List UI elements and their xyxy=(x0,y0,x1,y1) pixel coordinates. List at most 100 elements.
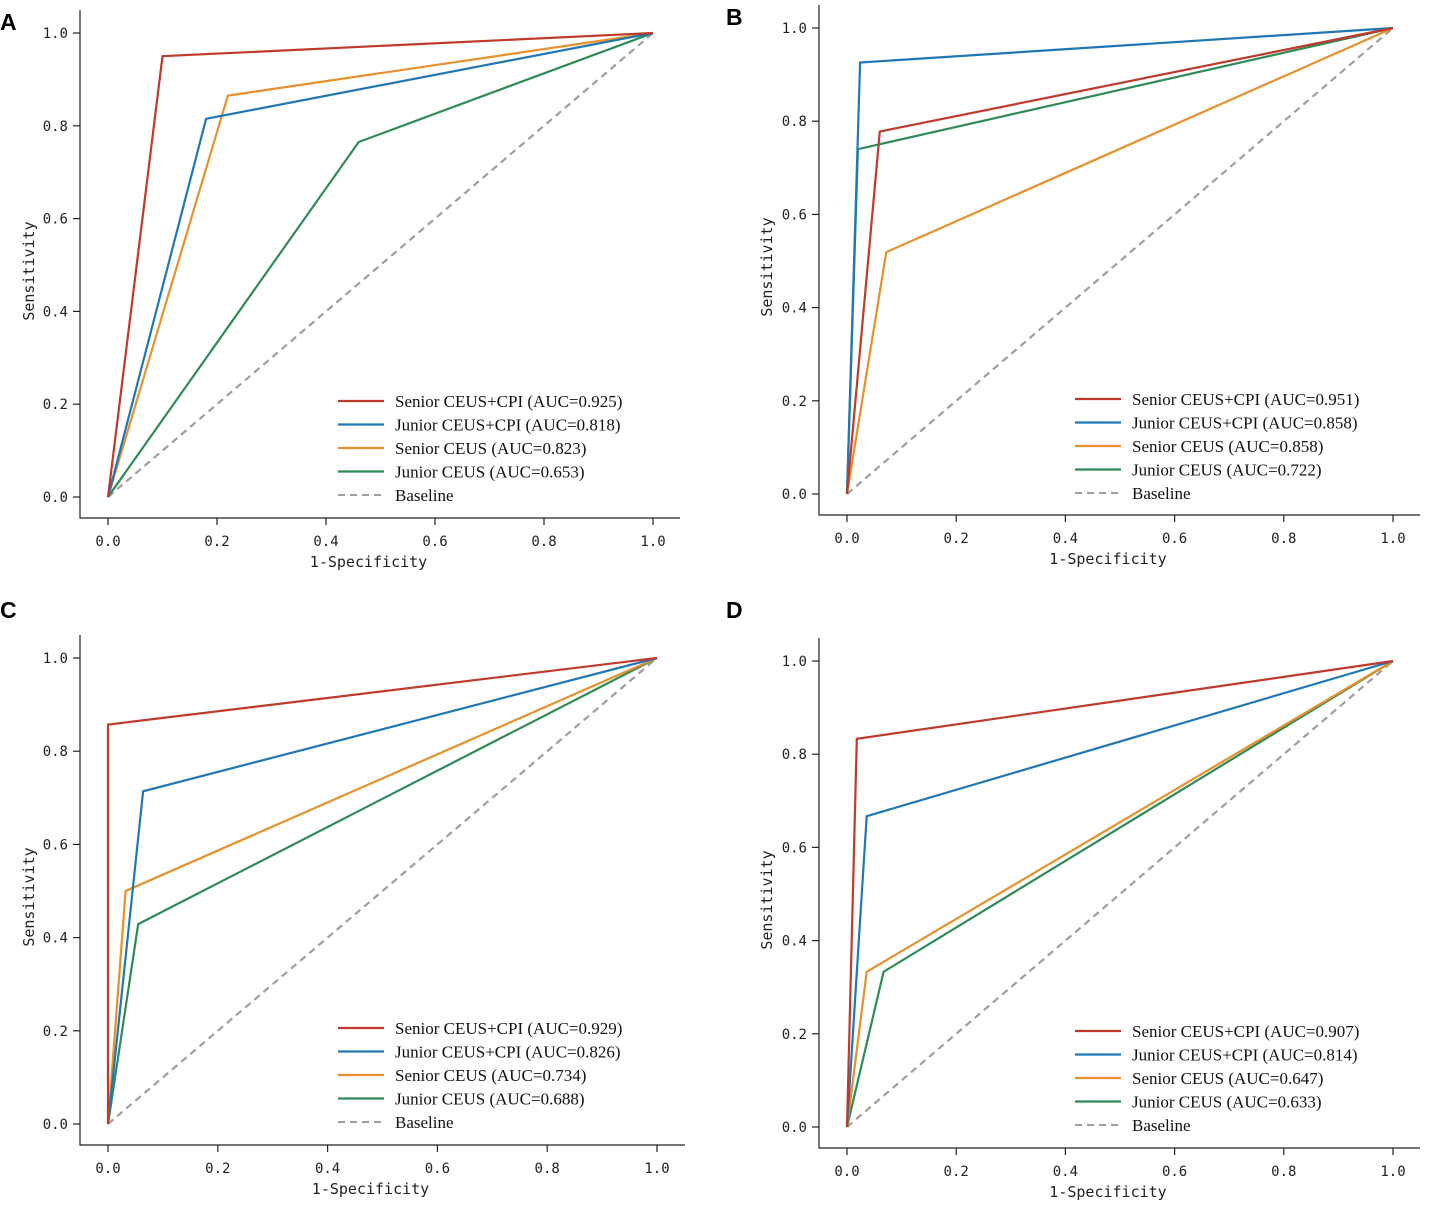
y-tick-label: 0.4 xyxy=(43,304,68,320)
y-axis-label: Sensitivity xyxy=(758,850,776,949)
y-tick-label: 0.0 xyxy=(43,490,68,506)
axes-frame xyxy=(79,635,685,1146)
y-tick-label: 0.8 xyxy=(782,114,807,130)
legend-label: Senior CEUS (AUC=0.647) xyxy=(1132,1069,1323,1088)
y-tick-label: 0.2 xyxy=(43,1024,68,1040)
roc-panel-d: D 0.0 0.2 0.4 0.6 0.8 1.0 0.0 0.2 0.4 0.6 0.8 1.0 1-S… xyxy=(726,597,1420,1201)
legend-label: Junior CEUS (AUC=0.653) xyxy=(395,463,585,482)
legend-label: Junior CEUS (AUC=0.722) xyxy=(1132,461,1322,480)
roc-curve-junior-ceus-cpi xyxy=(106,31,654,498)
x-tick-label: 1.0 xyxy=(1380,1164,1405,1180)
y-axis-label: Sensitivity xyxy=(20,847,38,946)
legend: Senior CEUS+CPI (AUC=0.925) Junior CEUS+C… xyxy=(338,392,622,505)
legend-label: Junior CEUS+CPI (AUC=0.858) xyxy=(1132,414,1358,433)
x-tick-label: 0.4 xyxy=(1053,531,1078,547)
roc-curve-junior-ceus-cpi xyxy=(106,656,658,1125)
x-tick-label: 0.0 xyxy=(834,531,859,547)
y-tick-label: 0.2 xyxy=(43,397,68,413)
roc-panel-b: B 0.0 0.2 0.4 0.6 0.8 1.0 0.0 0.2 0.4 0.6 0.8 1.0 1-S… xyxy=(726,4,1420,568)
roc-curve-senior-ceus-cpi xyxy=(106,656,658,1124)
x-tick-label: 0.8 xyxy=(535,1161,560,1177)
legend: Senior CEUS+CPI (AUC=0.951) Junior CEUS+C… xyxy=(1075,390,1359,503)
y-tick-label: 0.2 xyxy=(782,394,807,410)
x-axis-label: 1-Specificity xyxy=(310,553,427,571)
y-tick-label: 0.6 xyxy=(43,212,68,228)
roc-curve-junior-ceus-cpi xyxy=(845,659,1394,1128)
legend-label: Baseline xyxy=(395,1113,454,1132)
roc-curve-baseline xyxy=(107,657,658,1125)
x-tick-label: 0.6 xyxy=(1162,1164,1187,1180)
legend-label: Baseline xyxy=(395,486,454,505)
legend: Senior CEUS+CPI (AUC=0.929) Junior CEUS+C… xyxy=(338,1019,622,1132)
y-tick-label: 0.6 xyxy=(782,840,807,856)
panel-letter: C xyxy=(0,597,17,623)
y-tick-label: 1.0 xyxy=(782,21,807,37)
x-axis-label: 1-Specificity xyxy=(312,1180,429,1198)
x-tick-label: 0.4 xyxy=(1053,1164,1078,1180)
roc-panel-c: C 0.0 0.2 0.4 0.6 0.8 1.0 0.0 0.2 0.4 0.6 0.8 1.0 1-S… xyxy=(0,597,685,1198)
x-tick-label: 0.8 xyxy=(531,534,556,550)
x-tick-label: 0.0 xyxy=(95,534,120,550)
roc-curve-senior-ceus xyxy=(845,660,1394,1128)
y-tick-label: 0.6 xyxy=(43,837,68,853)
legend-label: Senior CEUS+CPI (AUC=0.907) xyxy=(1132,1022,1359,1041)
roc-curve-senior-ceus-cpi xyxy=(845,659,1394,1128)
legend-label: Senior CEUS+CPI (AUC=0.925) xyxy=(395,392,622,411)
x-tick-label: 0.2 xyxy=(944,531,969,547)
x-tick-label: 0.6 xyxy=(422,534,447,550)
y-tick-label: 1.0 xyxy=(43,26,68,42)
roc-panel-a: A 0.0 0.2 0.4 0.6 0.8 1.0 0.0 0.2 0.4 0.6 0.8 1.0 1-S… xyxy=(0,9,680,571)
roc-curve-junior-ceus-cpi xyxy=(845,26,1394,495)
y-tick-label: 0.8 xyxy=(782,747,807,763)
roc-curve-junior-ceus xyxy=(107,31,654,498)
roc-curve-senior-ceus xyxy=(106,31,654,498)
y-tick-label: 0.4 xyxy=(782,301,807,317)
axes-frame xyxy=(818,5,1420,516)
legend-label: Senior CEUS (AUC=0.823) xyxy=(395,439,586,458)
x-tick-label: 0.8 xyxy=(1271,1164,1296,1180)
roc-curve-junior-ceus xyxy=(845,660,1394,1128)
panel-letter: D xyxy=(726,597,743,623)
x-tick-label: 1.0 xyxy=(1380,531,1405,547)
legend-label: Baseline xyxy=(1132,1116,1191,1135)
y-tick-label: 0.4 xyxy=(782,934,807,950)
x-tick-label: 0.2 xyxy=(944,1164,969,1180)
y-tick-label: 0.4 xyxy=(43,931,68,947)
y-tick-label: 0.0 xyxy=(782,487,807,503)
y-tick-label: 0.0 xyxy=(782,1120,807,1136)
legend: Senior CEUS+CPI (AUC=0.907) Junior CEUS+C… xyxy=(1075,1022,1359,1135)
x-tick-label: 0.2 xyxy=(205,1161,230,1177)
x-tick-label: 0.4 xyxy=(313,534,338,550)
legend-label: Junior CEUS+CPI (AUC=0.814) xyxy=(1132,1046,1358,1065)
legend-label: Junior CEUS+CPI (AUC=0.818) xyxy=(395,416,621,435)
roc-curve-senior-ceus xyxy=(845,26,1394,495)
panel-letter: A xyxy=(0,9,17,35)
x-tick-label: 0.6 xyxy=(1162,531,1187,547)
legend-label: Senior CEUS (AUC=0.858) xyxy=(1132,437,1323,456)
legend-label: Senior CEUS (AUC=0.734) xyxy=(395,1066,586,1085)
y-tick-label: 1.0 xyxy=(43,651,68,667)
y-tick-label: 0.2 xyxy=(782,1027,807,1043)
x-tick-label: 0.0 xyxy=(95,1161,120,1177)
axes-frame xyxy=(79,10,680,519)
x-tick-label: 0.6 xyxy=(425,1161,450,1177)
legend-label: Senior CEUS+CPI (AUC=0.929) xyxy=(395,1019,622,1038)
y-tick-label: 0.8 xyxy=(43,119,68,135)
x-tick-label: 0.4 xyxy=(315,1161,340,1177)
x-tick-label: 0.8 xyxy=(1271,531,1296,547)
axes-frame xyxy=(818,638,1420,1149)
legend-label: Junior CEUS (AUC=0.633) xyxy=(1132,1093,1322,1112)
roc-curve-senior-ceus-cpi xyxy=(106,31,654,498)
y-axis-label: Sensitivity xyxy=(758,217,776,316)
x-axis-label: 1-Specificity xyxy=(1049,1183,1166,1201)
x-tick-label: 1.0 xyxy=(644,1161,669,1177)
x-tick-label: 1.0 xyxy=(640,534,665,550)
roc-curve-senior-ceus xyxy=(106,656,658,1125)
y-tick-label: 0.0 xyxy=(43,1117,68,1133)
legend-label: Baseline xyxy=(1132,484,1191,503)
panel-letter: B xyxy=(726,4,743,30)
y-axis-label: Sensitivity xyxy=(20,221,38,320)
y-tick-label: 0.8 xyxy=(43,744,68,760)
x-axis-label: 1-Specificity xyxy=(1049,550,1166,568)
